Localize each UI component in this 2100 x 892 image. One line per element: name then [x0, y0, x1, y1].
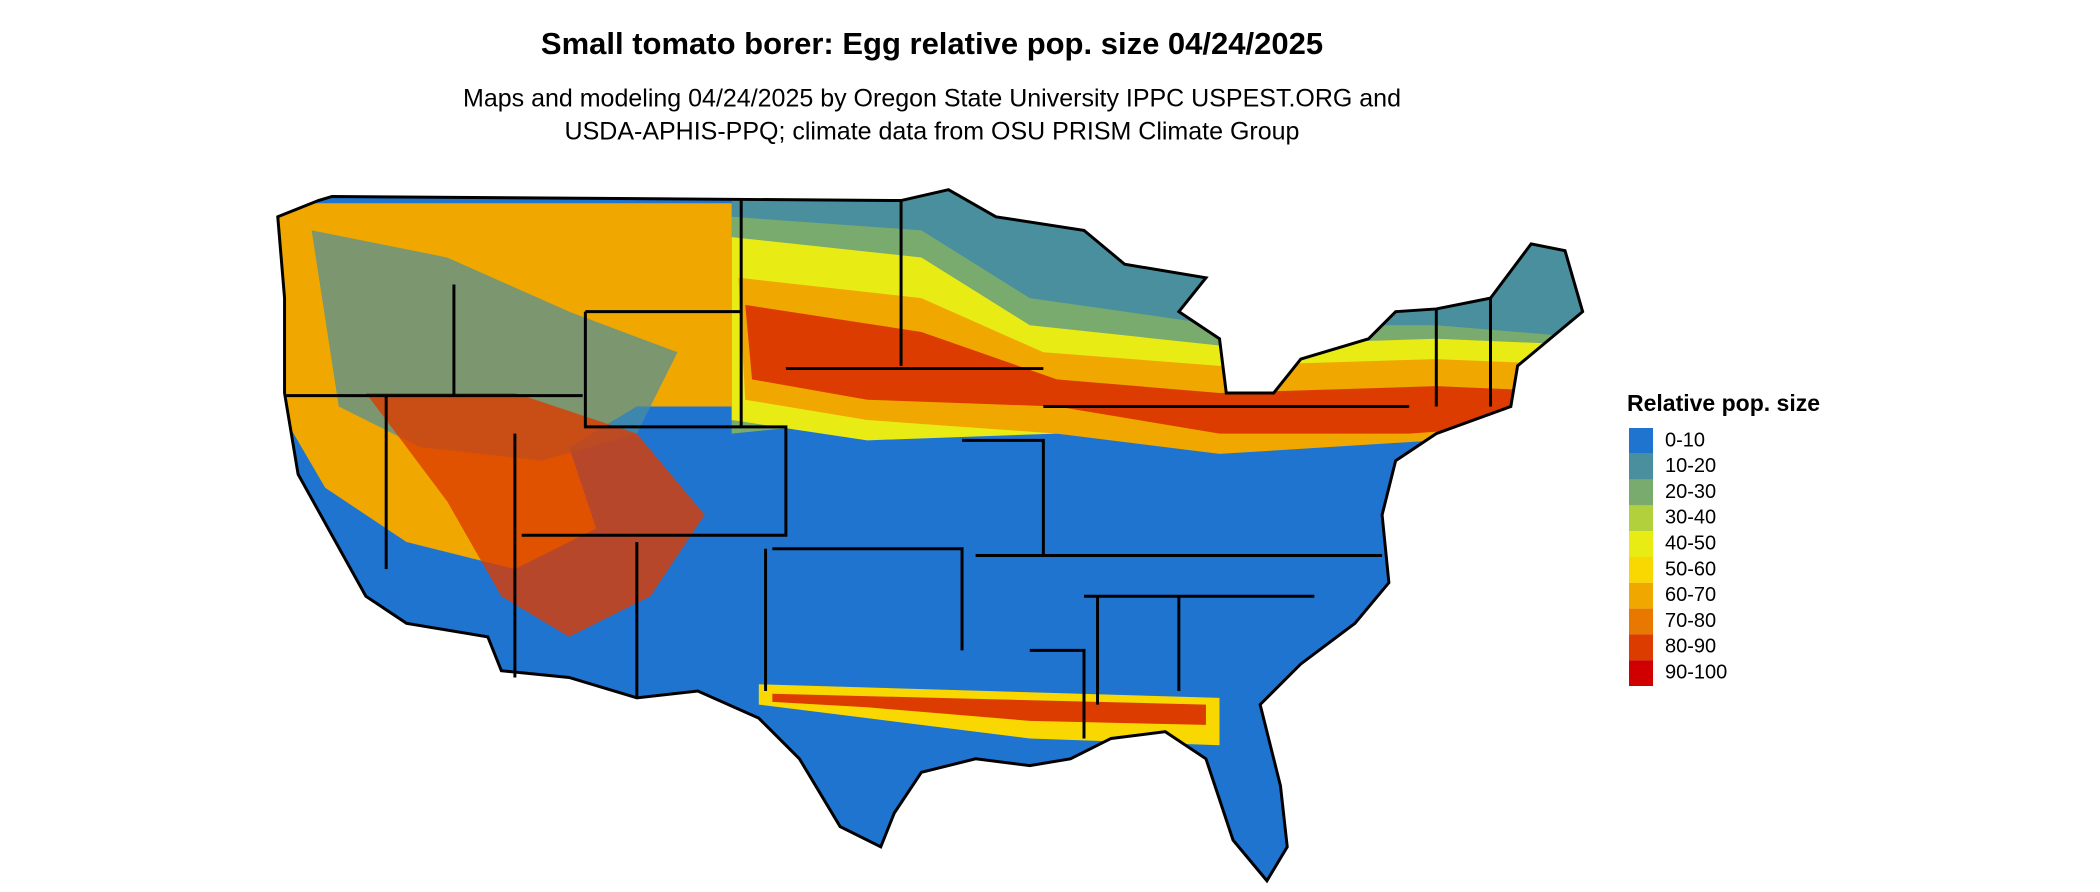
legend-label: 10-20: [1665, 455, 1716, 477]
region: [772, 693, 1206, 725]
legend-swatch: [1629, 453, 1653, 480]
legend-swatch: [1629, 428, 1653, 454]
legend-title: Relative pop. size: [1627, 390, 1820, 416]
map: [276, 188, 1585, 884]
legend-swatch: [1629, 582, 1653, 609]
borders: [276, 188, 1585, 884]
legend-label: 80-90: [1665, 636, 1716, 658]
legend-swatch: [1629, 634, 1653, 661]
legend-swatch: [1629, 557, 1653, 583]
legend-label: 20-30: [1665, 481, 1716, 503]
country-outline: [276, 188, 1585, 884]
legend-label: 0-10: [1665, 429, 1705, 451]
map-fill: [277, 189, 1583, 881]
region: [365, 392, 705, 637]
legend-label: 90-100: [1665, 661, 1727, 683]
legend-label: 30-40: [1665, 507, 1716, 529]
subtitle: Maps and modeling 04/24/2025 by Oregon S…: [463, 85, 1401, 113]
legend: 0-10 10-20 20-30 30-40 40-50 50-60 60-70 70-80 8…: [1629, 428, 1727, 686]
legend-label: 40-50: [1665, 532, 1716, 554]
state-borders: [284, 200, 1492, 739]
legend-label: 70-80: [1665, 610, 1716, 632]
legend-label: 50-60: [1665, 558, 1716, 580]
legend-swatch: [1629, 479, 1653, 506]
title: Small tomato borer: Egg relative pop. si…: [541, 26, 1323, 61]
legend-swatch: [1629, 531, 1653, 557]
legend-label: 60-70: [1665, 584, 1716, 606]
legend-swatch: [1629, 660, 1653, 686]
subtitle: USDA-APHIS-PPQ; climate data from OSU PR…: [565, 118, 1300, 146]
region: [745, 304, 1583, 434]
legend-swatch: [1629, 505, 1653, 532]
legend-swatch: [1629, 608, 1653, 635]
